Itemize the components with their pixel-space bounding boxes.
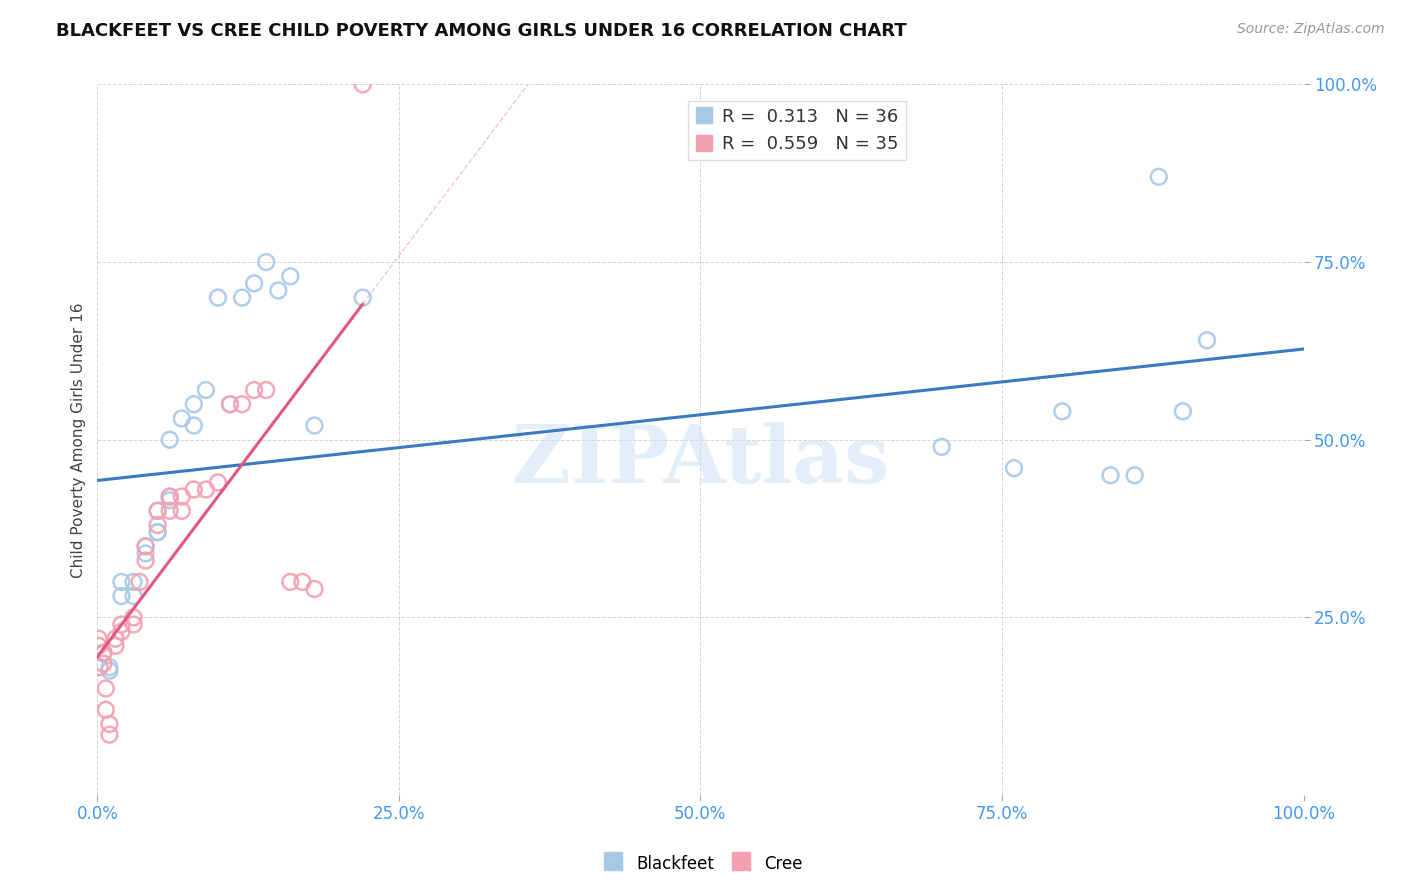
Point [1123, 468, 1146, 483]
Point [146, 504, 169, 518]
Point [170, 411, 193, 425]
Point [146, 518, 169, 533]
Point [98, 728, 121, 742]
Point [1195, 333, 1218, 347]
Point [110, 617, 132, 632]
Point [94, 703, 117, 717]
Point [135, 539, 157, 553]
Point [931, 440, 953, 454]
Point [1052, 404, 1074, 418]
Point [94, 681, 117, 696]
Text: BLACKFEET VS CREE CHILD POVERTY AMONG GIRLS UNDER 16 CORRELATION CHART: BLACKFEET VS CREE CHILD POVERTY AMONG GI… [56, 22, 907, 40]
Point [219, 397, 242, 411]
Point [231, 397, 253, 411]
Point [93, 646, 115, 660]
Point [1099, 468, 1122, 483]
Point [93, 657, 115, 671]
Point [104, 639, 127, 653]
Point [104, 632, 127, 646]
Point [183, 483, 205, 497]
Point [1002, 461, 1025, 475]
Point [1147, 169, 1170, 184]
Point [352, 291, 374, 305]
Point [122, 617, 145, 632]
Point [159, 490, 181, 504]
Point [254, 383, 277, 397]
Text: ZIPAtlas: ZIPAtlas [512, 422, 889, 500]
Point [352, 78, 374, 92]
Point [135, 553, 157, 567]
Point [122, 610, 145, 624]
Point [146, 525, 169, 540]
Point [278, 269, 301, 284]
Point [98, 660, 121, 674]
Point [207, 475, 229, 490]
Point [194, 383, 217, 397]
Point [146, 504, 169, 518]
Point [110, 589, 132, 603]
Point [219, 397, 242, 411]
Point [243, 277, 266, 291]
Point [89, 660, 111, 674]
Point [135, 546, 157, 560]
Point [170, 490, 193, 504]
Point [122, 589, 145, 603]
Point [110, 624, 132, 639]
Point [194, 483, 217, 497]
Point [146, 525, 169, 540]
Point [304, 418, 326, 433]
Point [231, 291, 253, 305]
Point [93, 646, 115, 660]
Y-axis label: Child Poverty Among Girls Under 16: Child Poverty Among Girls Under 16 [72, 302, 86, 577]
Point [128, 574, 150, 589]
Legend: Blackfeet, Cree: Blackfeet, Cree [596, 847, 810, 880]
Point [304, 582, 326, 596]
Point [122, 574, 145, 589]
Legend: R =  0.313   N = 36, R =  0.559   N = 35: R = 0.313 N = 36, R = 0.559 N = 35 [688, 101, 905, 160]
Point [183, 418, 205, 433]
Point [159, 490, 181, 504]
Point [267, 284, 290, 298]
Point [183, 397, 205, 411]
Point [87, 632, 110, 646]
Point [207, 291, 229, 305]
Point [159, 493, 181, 508]
Text: Source: ZipAtlas.com: Source: ZipAtlas.com [1237, 22, 1385, 37]
Point [243, 383, 266, 397]
Point [159, 504, 181, 518]
Point [159, 433, 181, 447]
Point [1171, 404, 1194, 418]
Point [98, 664, 121, 678]
Point [170, 504, 193, 518]
Point [254, 255, 277, 269]
Point [278, 574, 301, 589]
Point [110, 574, 132, 589]
Point [98, 717, 121, 731]
Point [135, 539, 157, 553]
Point [87, 639, 110, 653]
Point [291, 574, 314, 589]
